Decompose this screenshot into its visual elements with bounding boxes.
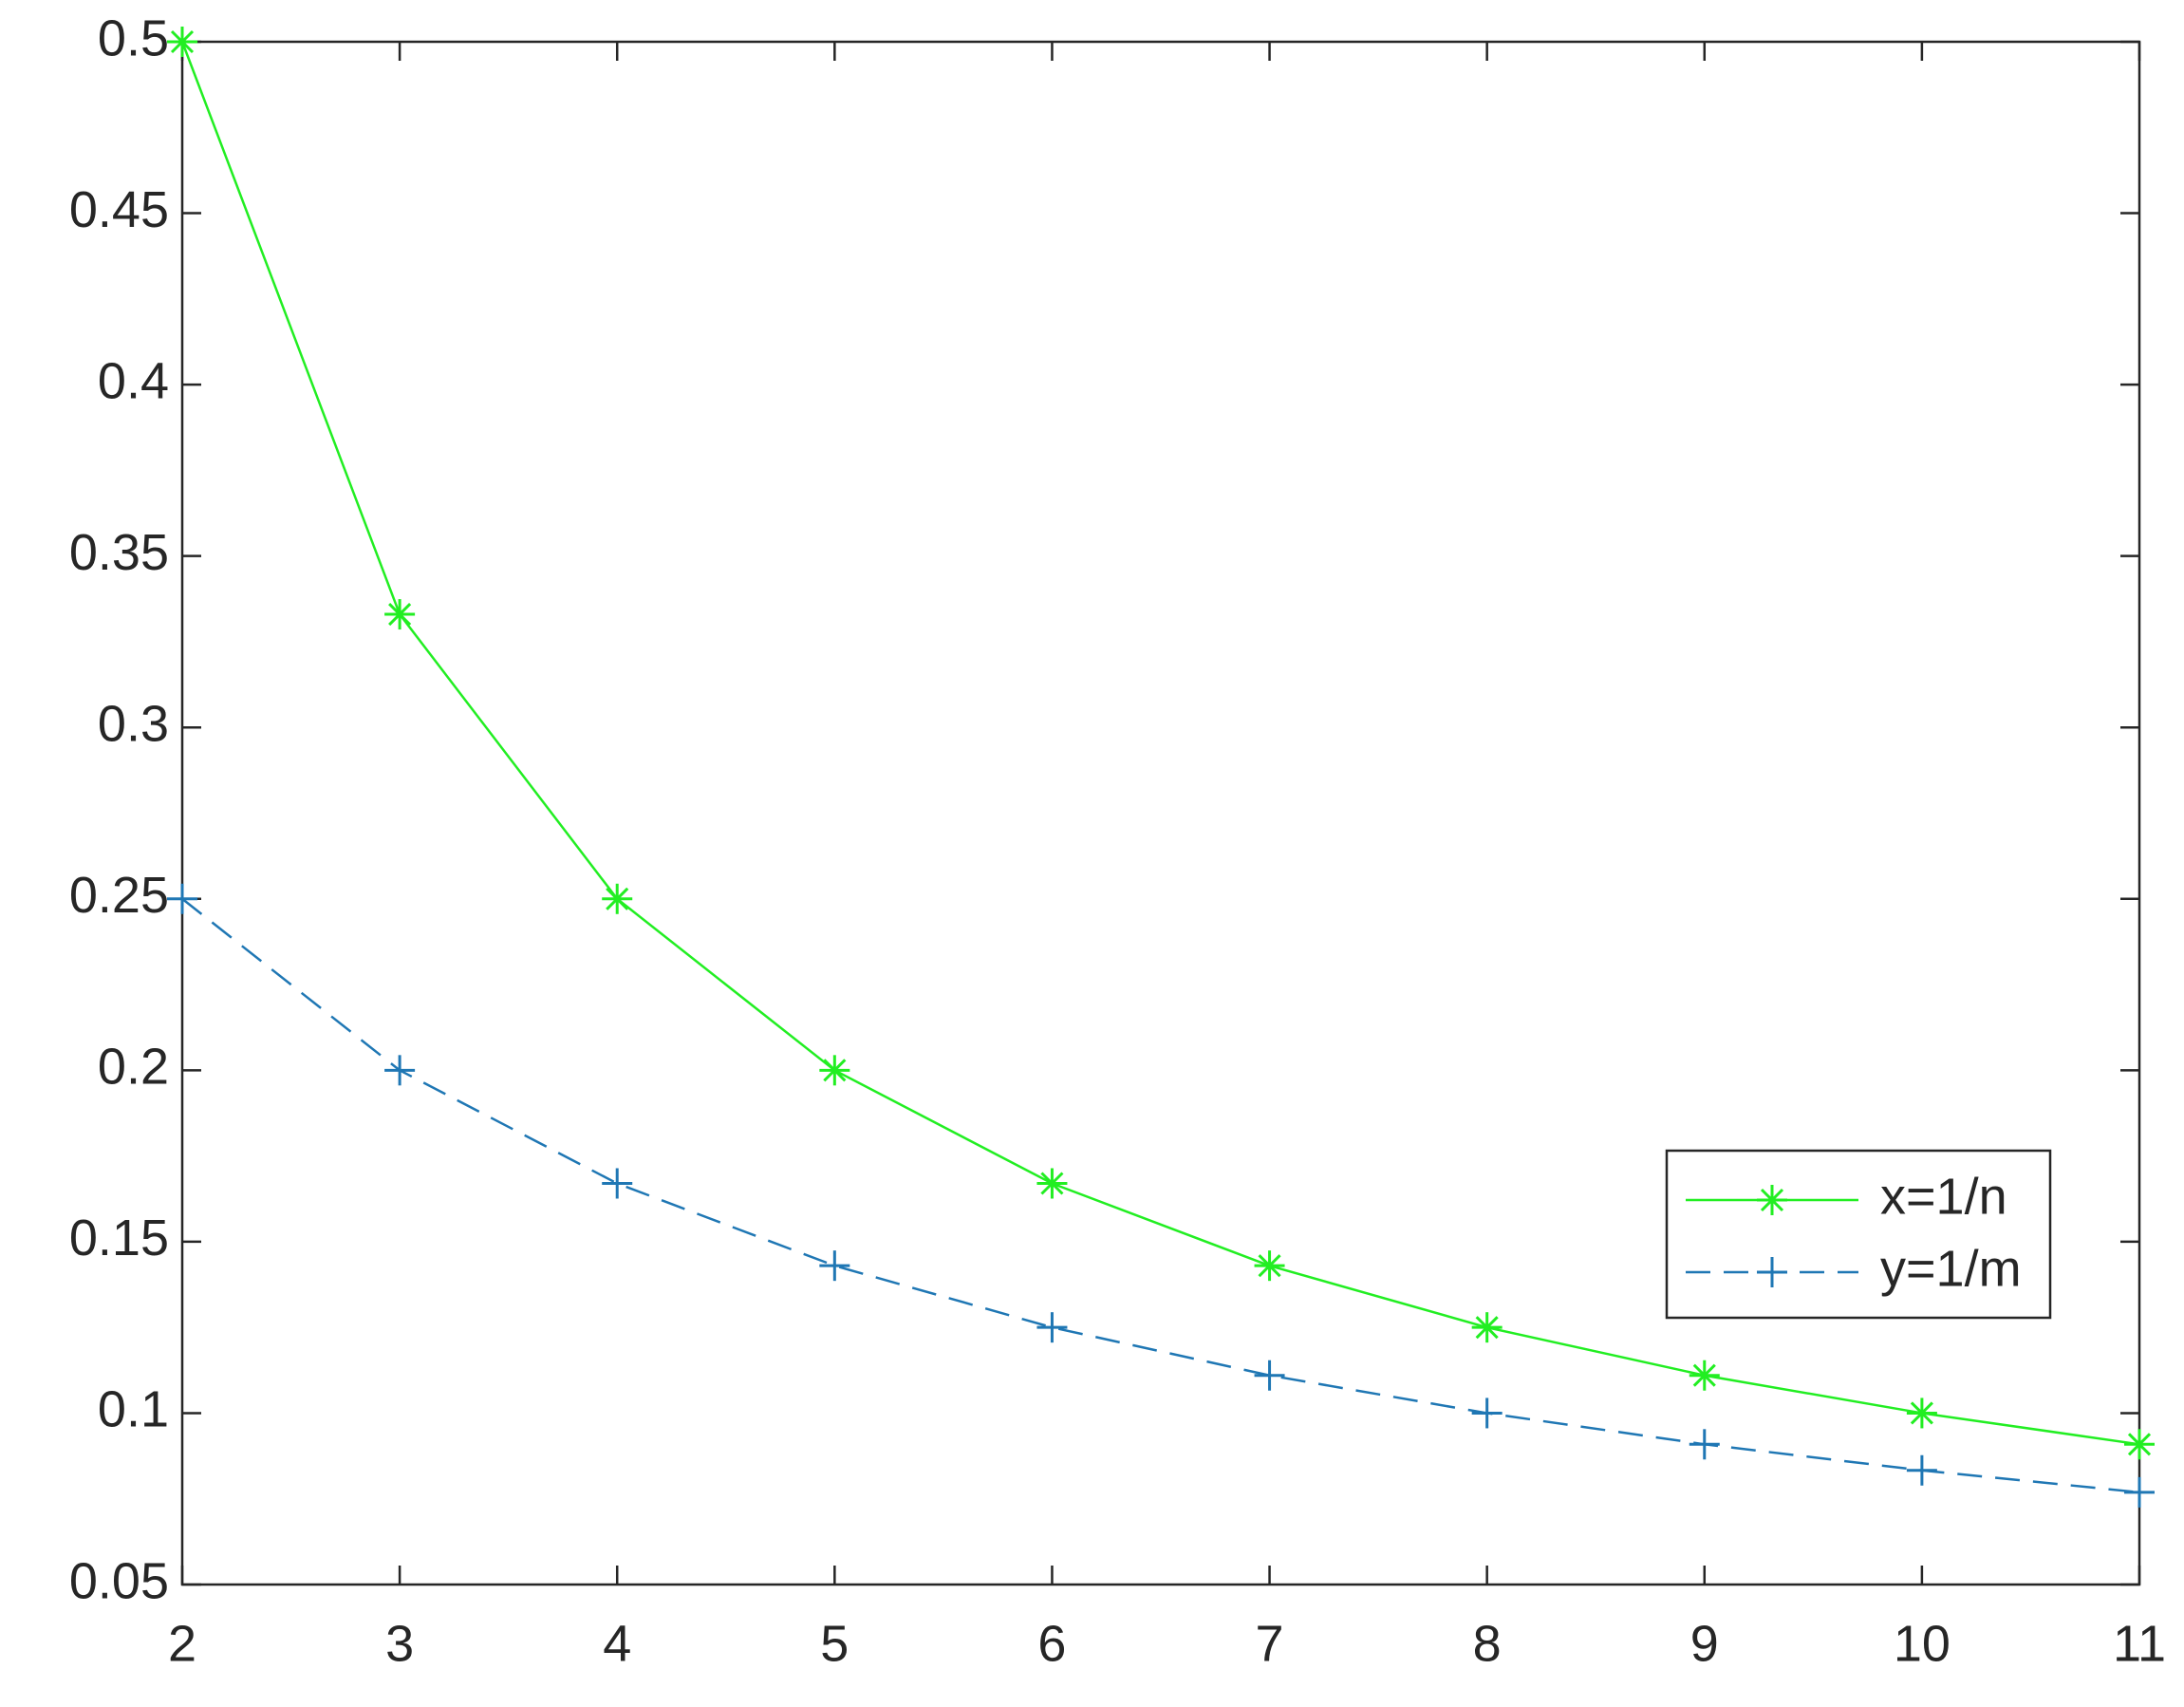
marker <box>1906 1397 1937 1429</box>
marker-stroke <box>1040 1172 1064 1195</box>
marker-stroke <box>1475 1316 1499 1340</box>
y-tick-label: 0.05 <box>69 1552 169 1609</box>
y-tick-label: 0.45 <box>69 181 169 238</box>
marker-stroke <box>823 1059 847 1082</box>
x-tick-label: 2 <box>168 1615 196 1672</box>
legend-marker <box>1757 1257 1787 1287</box>
plot-frame <box>180 40 2141 1586</box>
marker <box>1036 1168 1068 1199</box>
series-line <box>180 41 2140 1446</box>
marker-stroke <box>1910 1401 1933 1425</box>
x-tick-label: 3 <box>385 1615 414 1672</box>
x-tick-label: 7 <box>1256 1615 1284 1672</box>
marker-stroke <box>1692 1363 1716 1387</box>
x-tick-label: 9 <box>1690 1615 1719 1672</box>
marker <box>1906 1454 1937 1486</box>
marker <box>167 883 197 914</box>
marker <box>602 883 633 914</box>
marker-stroke <box>1760 1188 1784 1212</box>
marker <box>602 1168 633 1199</box>
marker <box>167 27 197 57</box>
y-tick-label: 0.35 <box>69 524 169 581</box>
legend-label: y=1/m <box>1880 1240 2022 1297</box>
marker-stroke <box>1258 1254 1281 1278</box>
legend-box <box>1665 1149 2052 1320</box>
marker <box>384 1055 416 1086</box>
marker-stroke <box>606 887 629 910</box>
y-tick-label: 0.4 <box>98 352 169 409</box>
y-tick-label: 0.1 <box>98 1381 169 1438</box>
x-tick-label: 5 <box>820 1615 849 1672</box>
legend-label: x=1/n <box>1880 1168 2007 1225</box>
legend-marker <box>1757 1185 1787 1215</box>
y-tick-label: 0.3 <box>98 695 169 752</box>
y-tick-label: 0.5 <box>98 9 169 66</box>
x-tick-label: 10 <box>1894 1615 1951 1672</box>
marker <box>1254 1250 1285 1282</box>
marker <box>1471 1312 1503 1343</box>
x-tick-label: 6 <box>1037 1615 1066 1672</box>
x-tick-label: 11 <box>2113 1615 2166 1672</box>
marker <box>384 599 416 630</box>
marker <box>2124 1476 2155 1508</box>
marker <box>1036 1312 1068 1343</box>
marker <box>1689 1429 1720 1460</box>
x-tick-label: 8 <box>1473 1615 1502 1672</box>
y-tick-label: 0.15 <box>69 1210 169 1266</box>
marker-stroke <box>2127 1433 2152 1456</box>
marker <box>2124 1429 2155 1460</box>
marker <box>1689 1360 1720 1391</box>
marker-stroke <box>388 602 412 627</box>
y-tick-label: 0.2 <box>98 1039 169 1096</box>
marker <box>819 1055 850 1086</box>
marker-stroke <box>170 29 195 54</box>
marker <box>819 1250 850 1282</box>
marker <box>1254 1360 1285 1391</box>
x-tick-label: 4 <box>603 1615 631 1672</box>
marker <box>1471 1397 1503 1429</box>
series-line <box>181 897 2140 1494</box>
y-tick-label: 0.25 <box>69 867 169 924</box>
